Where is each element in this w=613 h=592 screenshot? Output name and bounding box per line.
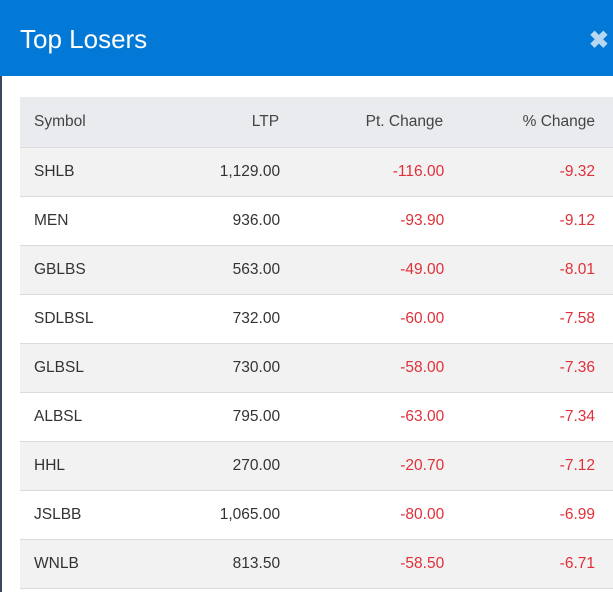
column-header-symbol[interactable]: Symbol <box>20 97 181 148</box>
pt-change-cell: -60.00 <box>280 294 445 344</box>
table-header-row: Symbol LTP Pt. Change % Change <box>20 97 613 148</box>
symbol-cell: HHL <box>20 441 181 491</box>
symbol-cell: GBLBS <box>20 245 181 295</box>
table-row[interactable]: SDLBSL 732.00 -60.00 -7.58 <box>20 294 613 344</box>
pt-change-cell: -58.00 <box>280 343 445 393</box>
dialog-title: Top Losers <box>20 24 148 54</box>
symbol-cell: ALBSL <box>20 392 181 442</box>
pt-change-cell: -58.50 <box>280 539 445 589</box>
pct-change-cell: -7.58 <box>444 294 613 344</box>
symbol-cell: GLBSL <box>20 343 181 393</box>
pct-change-cell: -9.12 <box>444 196 613 246</box>
pt-change-cell: -116.00 <box>280 147 445 197</box>
pct-change-cell: -7.34 <box>444 392 613 442</box>
symbol-cell: WNLB <box>20 539 181 589</box>
ltp-cell: 1,129.00 <box>180 147 281 197</box>
table-row[interactable]: MEN 936.00 -93.90 -9.12 <box>20 196 613 246</box>
ltp-cell: 270.00 <box>180 441 281 491</box>
pct-change-cell: -8.01 <box>444 245 613 295</box>
pt-change-cell: -20.70 <box>280 441 445 491</box>
ltp-cell: 813.50 <box>180 539 281 589</box>
pct-change-cell: -9.32 <box>444 147 613 197</box>
dialog-header: Top Losers ✖ <box>0 0 613 76</box>
window-edge <box>0 0 2 592</box>
pt-change-cell: -80.00 <box>280 490 445 540</box>
pt-change-cell: -49.00 <box>280 245 445 295</box>
pct-change-cell: -6.99 <box>444 490 613 540</box>
symbol-cell: MEN <box>20 196 181 246</box>
table-row[interactable]: ALBSL 795.00 -63.00 -7.34 <box>20 392 613 442</box>
pct-change-cell: -7.36 <box>444 343 613 393</box>
ltp-cell: 936.00 <box>180 196 281 246</box>
table-row[interactable]: HHL 270.00 -20.70 -7.12 <box>20 441 613 491</box>
table-row[interactable]: JSLBB 1,065.00 -80.00 -6.99 <box>20 490 613 540</box>
pt-change-cell: -93.90 <box>280 196 445 246</box>
top-losers-table: Symbol LTP Pt. Change % Change SHLB 1,129… <box>20 97 613 589</box>
column-header-pt-change[interactable]: Pt. Change <box>280 97 445 148</box>
ltp-cell: 730.00 <box>180 343 281 393</box>
symbol-cell: SDLBSL <box>20 294 181 344</box>
ltp-cell: 1,065.00 <box>180 490 281 540</box>
pt-change-cell: -63.00 <box>280 392 445 442</box>
table-row[interactable]: GLBSL 730.00 -58.00 -7.36 <box>20 343 613 393</box>
table-row[interactable]: SHLB 1,129.00 -116.00 -9.32 <box>20 147 613 197</box>
pct-change-cell: -7.12 <box>444 441 613 491</box>
ltp-cell: 563.00 <box>180 245 281 295</box>
table-row[interactable]: WNLB 813.50 -58.50 -6.71 <box>20 539 613 589</box>
close-icon[interactable]: ✖ <box>588 27 609 54</box>
table-row[interactable]: GBLBS 563.00 -49.00 -8.01 <box>20 245 613 295</box>
column-header-ltp[interactable]: LTP <box>180 97 281 148</box>
column-header-pct-change[interactable]: % Change <box>444 97 613 148</box>
symbol-cell: JSLBB <box>20 490 181 540</box>
ltp-cell: 732.00 <box>180 294 281 344</box>
symbol-cell: SHLB <box>20 147 181 197</box>
ltp-cell: 795.00 <box>180 392 281 442</box>
pct-change-cell: -6.71 <box>444 539 613 589</box>
